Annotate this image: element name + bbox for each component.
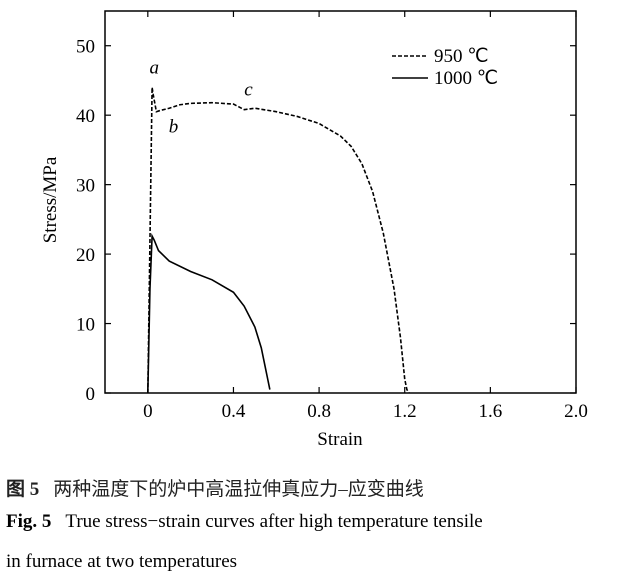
- legend-label: 950 ℃: [434, 46, 489, 67]
- caption-text: True stress−strain curves after high tem…: [65, 511, 483, 532]
- caption-label: Fig. 5: [6, 511, 52, 532]
- y-axis-label: Stress/MPa: [40, 156, 61, 243]
- y-tick-label: 20: [76, 245, 95, 266]
- plot-frame: [104, 10, 577, 394]
- caption-text: 两种温度下的炉中高温拉伸真应力–应变曲线: [53, 479, 424, 500]
- y-tick-label: 0: [86, 384, 96, 405]
- x-tick-label: 0.8: [307, 401, 331, 422]
- line: [147, 87, 410, 394]
- caption-zh: 图 5 两种温度下的炉中高温拉伸真应力–应变曲线: [6, 474, 424, 501]
- y-tick-label: 10: [76, 315, 95, 336]
- x-tick-label: 0: [143, 401, 153, 422]
- chart: Strain Stress/MPa 0 0.4 0.8 1.2 1.6 2.0 0 10 20 3…: [40, 10, 588, 450]
- annotation: b: [169, 117, 179, 138]
- legend-label: 1000 ℃: [434, 68, 498, 89]
- x-tick-label: 2.0: [564, 401, 588, 422]
- caption-en: in furnace at two temperatures: [6, 551, 238, 572]
- caption-en: Fig. 5 True stress−strain curves after hi…: [6, 511, 483, 533]
- x-axis-label: Strain: [317, 429, 363, 450]
- line: [147, 232, 271, 394]
- y-tick-label: 50: [76, 37, 95, 58]
- caption-label: 图 5: [6, 479, 40, 500]
- y-tick-label: 40: [76, 106, 95, 127]
- x-tick-label: 1.2: [393, 401, 417, 422]
- annotation: c: [244, 80, 253, 101]
- x-tick-label: 1.6: [478, 401, 502, 422]
- annotation: a: [149, 58, 159, 79]
- x-tick-label: 0.4: [222, 401, 246, 422]
- y-tick-label: 30: [76, 176, 95, 197]
